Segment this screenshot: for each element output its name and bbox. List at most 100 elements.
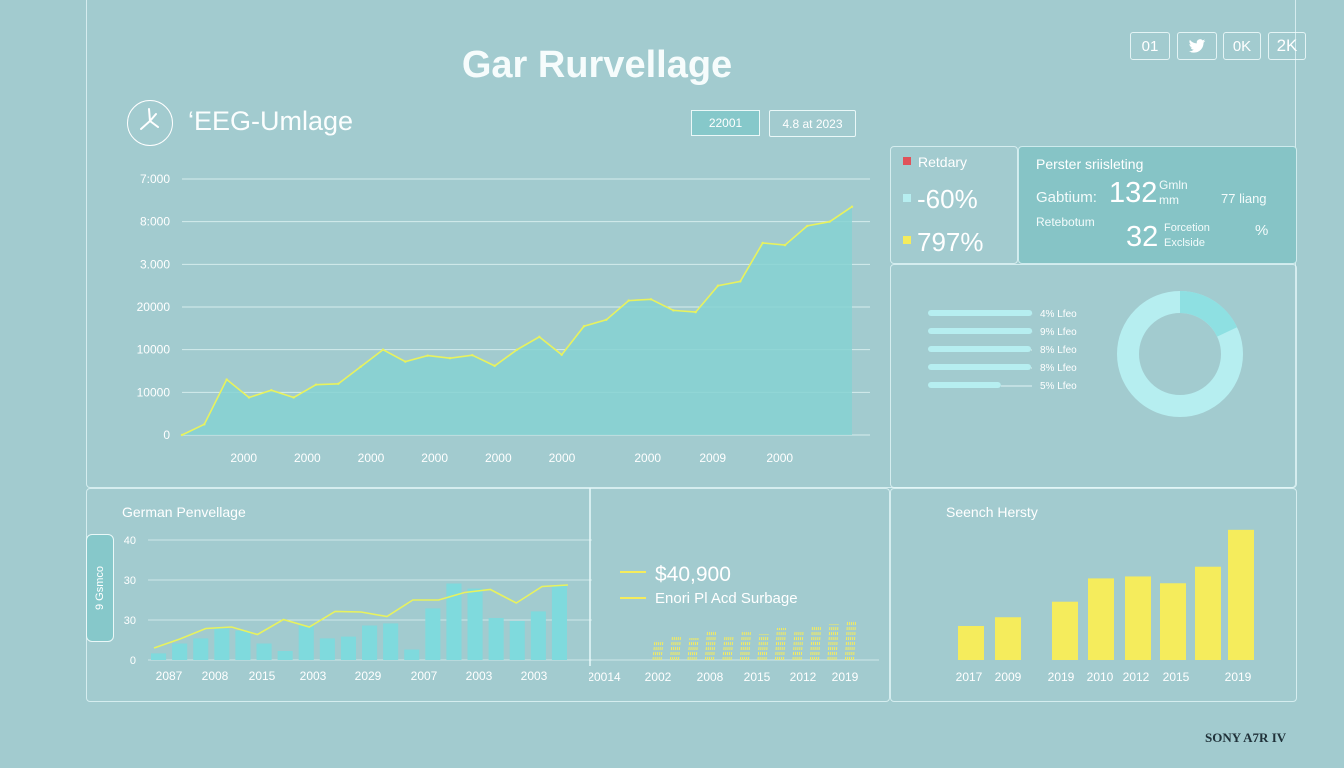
top-button-2k[interactable]: 2K [1268,32,1306,60]
hatched-bar [709,631,712,661]
top-button-0k[interactable]: 0K [1223,32,1261,60]
top-button-twitter[interactable] [1177,32,1217,60]
y-tick-label: 8:000 [140,215,170,229]
stats-legend-label: Retdary [918,154,968,170]
bottom-divider [589,488,591,666]
hatched-bar [722,635,726,661]
hatched-bar [761,633,765,661]
data-point [292,396,295,399]
data-point [850,205,854,208]
stats-dot-1 [903,194,911,202]
legend-red-dot [903,157,911,165]
legend-line-1 [620,571,646,573]
hatched-bar [779,627,782,661]
x-tick-label: 2010 [1087,670,1114,684]
hatched-bar [796,631,800,661]
bar [172,643,188,660]
data-point [716,284,720,287]
x-tick-label: 2000 [485,451,512,465]
bar [383,623,399,660]
hatched-bar [726,635,730,661]
data-point [247,396,251,399]
info-row2-right: % [1255,222,1269,239]
h-bar [928,328,1033,334]
hatched-bar [676,635,679,661]
y-tick-label: 3.000 [140,257,170,271]
bar [467,588,483,660]
hatched-bar [783,627,786,661]
date-chip-2[interactable]: 4.8 at 2023 [769,110,856,137]
hatched-bar [853,621,856,661]
horizontal-bars: 4% Lfeo 9% Lfeo 8% Lfeo 8% Lfeo 5% Lfeo [928,309,1077,392]
data-point [761,241,764,245]
hatched-bar [765,633,769,661]
hatched-bar [794,631,798,661]
info-title: Perster sriisleting [1036,156,1144,172]
bottom-mid-chart: 20014 2002 2008 2015 2012 2019 [589,621,879,684]
stats-panel [890,146,1018,264]
bottom-left-chart: 40 30 30 0 2087 2008 2015 2003 2029 2007 2003 2003 [124,535,592,683]
camera-watermark: SONY A7R IV [1205,730,1287,745]
hatched-bar [744,629,747,661]
info-row1-unit-top: Gmln [1159,178,1188,192]
date-chip-1[interactable]: 22001 [691,110,760,136]
h-bar [928,346,1032,352]
hatched-bar [818,625,821,661]
x-tick-label: 2000 [421,451,448,465]
legend-line-2 [620,597,646,599]
x-tick-label: 2009 [699,451,726,465]
legend-text-1: $40,900 [655,563,731,586]
hatched-bar [812,625,815,661]
info-row1-value: 132 [1109,177,1158,209]
hatched-bar [816,625,819,661]
data-point [359,365,362,368]
hatched-bar [656,639,660,661]
side-tab-label: 9 Gsmco [94,565,106,611]
hatched-bar [829,623,833,661]
bar [1052,601,1078,660]
bar [298,625,314,660]
h-bar-label: 8% Lfeo [1040,363,1077,374]
data-point [493,364,496,368]
info-row2-label: Retebotum [1036,215,1095,229]
data-point [426,354,429,357]
h-bar-label: 8% Lfeo [1040,345,1077,356]
main-panel-title: ‘EEG-Umlage [188,106,354,136]
hatched-bar [775,627,778,661]
top-button-01[interactable]: 01 [1130,32,1170,60]
bar [1228,529,1254,660]
y-tick-label: 20000 [137,300,171,314]
data-point [404,360,407,363]
info-row2-unit-top: Forcetion [1164,222,1210,234]
legend-text-2: Enori Pl Acd Surbage [655,590,798,607]
data-point [806,224,809,228]
data-point [180,433,184,437]
hatched-bar [695,637,699,661]
hatched-bar [670,635,673,661]
hatched-bar [693,637,697,661]
hatched-bar [728,635,732,661]
bar [551,585,567,660]
x-tick-label: 2019 [832,670,859,684]
bar [995,617,1021,660]
y-tick-label: 30 [124,615,136,627]
hatched-bar [845,621,848,661]
info-row2-value: 32 [1126,221,1159,253]
x-tick-label: 2012 [790,670,817,684]
bar [1088,578,1114,660]
data-point [649,298,653,301]
data-point [203,423,206,426]
hatched-bar [674,635,677,661]
hatched-bar [759,633,763,661]
x-tick-label: 2003 [521,669,548,683]
data-point [739,280,742,283]
bar [256,643,272,660]
x-tick-label: 2002 [645,670,672,684]
hatched-bar [827,623,831,661]
hatched-bar [777,627,780,661]
x-tick-label: 2009 [995,670,1022,684]
branch-icon [127,100,173,146]
x-tick-label: 2000 [358,451,385,465]
hatched-bar [678,635,681,661]
side-tab[interactable]: 9 Gsmco [86,534,114,642]
